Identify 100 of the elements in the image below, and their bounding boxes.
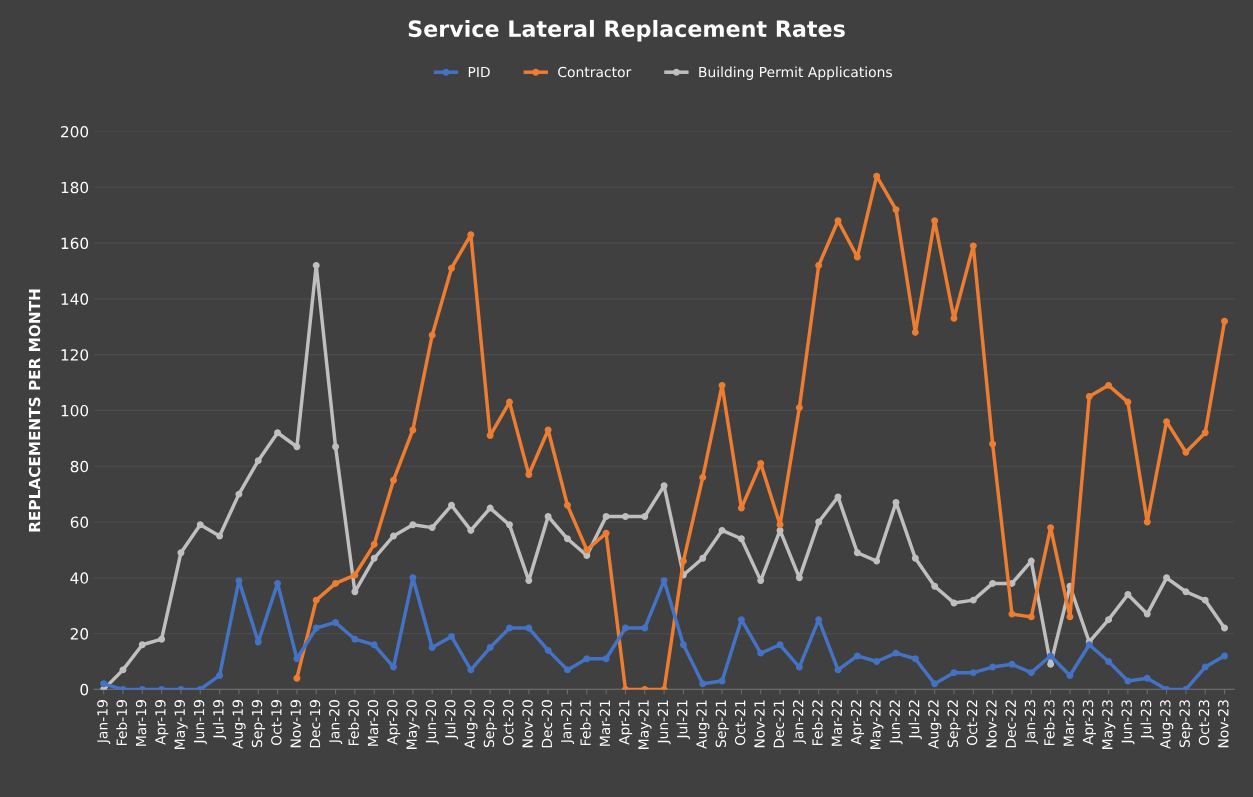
point xyxy=(370,554,378,562)
point xyxy=(679,557,687,565)
x-tick-label: Oct-19 xyxy=(271,700,282,746)
point xyxy=(776,526,784,534)
point xyxy=(1201,596,1209,604)
point xyxy=(950,314,958,322)
point xyxy=(506,398,513,406)
point xyxy=(911,328,919,336)
x-tick-label: Feb-20 xyxy=(348,700,359,746)
point xyxy=(873,172,881,180)
point xyxy=(525,624,533,632)
x-tick-label: Sep-21 xyxy=(715,700,729,748)
point xyxy=(332,579,340,587)
point xyxy=(1105,616,1113,624)
x-tick-label: Oct-22 xyxy=(966,700,978,746)
point xyxy=(1066,671,1074,679)
point xyxy=(563,666,571,674)
point xyxy=(795,404,803,412)
point xyxy=(911,655,919,663)
point xyxy=(621,512,629,520)
x-tick-label: Jan-19 xyxy=(97,700,111,744)
point xyxy=(1163,574,1171,582)
y-tick-label: 0 xyxy=(80,683,89,696)
point xyxy=(409,574,417,582)
point xyxy=(1182,448,1190,456)
point xyxy=(776,521,784,529)
x-tick-label: Apr-22 xyxy=(850,700,865,745)
point xyxy=(467,666,475,674)
point xyxy=(525,471,533,479)
point xyxy=(1124,677,1132,685)
point xyxy=(989,579,997,587)
point xyxy=(486,644,494,652)
legend-label: PID xyxy=(468,66,490,78)
point xyxy=(332,443,340,451)
x-tick-label: Jan-21 xyxy=(560,700,575,744)
point xyxy=(1047,524,1055,532)
point xyxy=(235,490,243,498)
x-tick-label: Sep-20 xyxy=(483,700,497,748)
point xyxy=(583,546,591,554)
x-tick-label: Feb-21 xyxy=(580,700,591,746)
x-tick-label: Jun-22 xyxy=(889,700,903,745)
x-tick-label: Aug-23 xyxy=(1160,700,1174,749)
point xyxy=(274,579,282,587)
point xyxy=(892,649,900,657)
x-tick-label: Jun-20 xyxy=(425,700,439,745)
x-tick-label: Jul-22 xyxy=(908,700,922,740)
point xyxy=(196,521,204,529)
x-tick-label: Jan-23 xyxy=(1024,700,1038,744)
point xyxy=(699,554,707,562)
point xyxy=(216,671,224,679)
y-tick-label: 20 xyxy=(70,628,89,640)
y-tick-label: 80 xyxy=(70,460,89,473)
point xyxy=(100,680,108,688)
point xyxy=(815,261,823,269)
point xyxy=(931,582,939,590)
point xyxy=(409,426,417,434)
x-tick-label: Sep-19 xyxy=(251,700,265,748)
x-tick-label: Jun-21 xyxy=(657,700,671,745)
x-tick-label: Sep-22 xyxy=(947,700,961,748)
point xyxy=(718,381,726,389)
x-tick-label: May-19 xyxy=(174,700,188,749)
point xyxy=(544,646,552,654)
point xyxy=(1105,658,1113,665)
point xyxy=(1047,660,1055,668)
point xyxy=(486,432,494,440)
point xyxy=(853,652,861,660)
point xyxy=(795,574,803,582)
x-tick-label: Aug-21 xyxy=(696,700,710,749)
point xyxy=(1201,429,1209,437)
x-tick-label: May-23 xyxy=(1102,700,1116,749)
point xyxy=(641,512,649,520)
point xyxy=(177,549,185,557)
x-tick-label: Nov-19 xyxy=(290,700,301,748)
point xyxy=(969,242,977,250)
x-tick-label: Feb-19 xyxy=(116,700,127,746)
x-tick-label: Dec-21 xyxy=(773,700,785,748)
point xyxy=(602,512,610,520)
point xyxy=(1221,317,1229,325)
point xyxy=(641,624,649,632)
point xyxy=(158,635,166,643)
point xyxy=(679,641,687,649)
point xyxy=(254,638,262,646)
point xyxy=(853,549,861,557)
x-tick-label: Mar-23 xyxy=(1063,700,1074,746)
point xyxy=(119,666,127,674)
point xyxy=(1182,588,1190,596)
point xyxy=(931,680,939,688)
point xyxy=(351,635,359,643)
point xyxy=(969,669,977,677)
point xyxy=(583,655,591,663)
point xyxy=(795,663,803,671)
x-tick-label: Feb-23 xyxy=(1043,700,1055,746)
point xyxy=(351,588,359,596)
x-tick-label: Mar-20 xyxy=(367,700,379,746)
x-tick-label: Jul-21 xyxy=(676,700,691,740)
point xyxy=(1008,610,1016,618)
point xyxy=(293,655,301,663)
point xyxy=(757,649,765,657)
point xyxy=(544,512,552,520)
legend-label: Building Permit Applications xyxy=(699,66,892,80)
